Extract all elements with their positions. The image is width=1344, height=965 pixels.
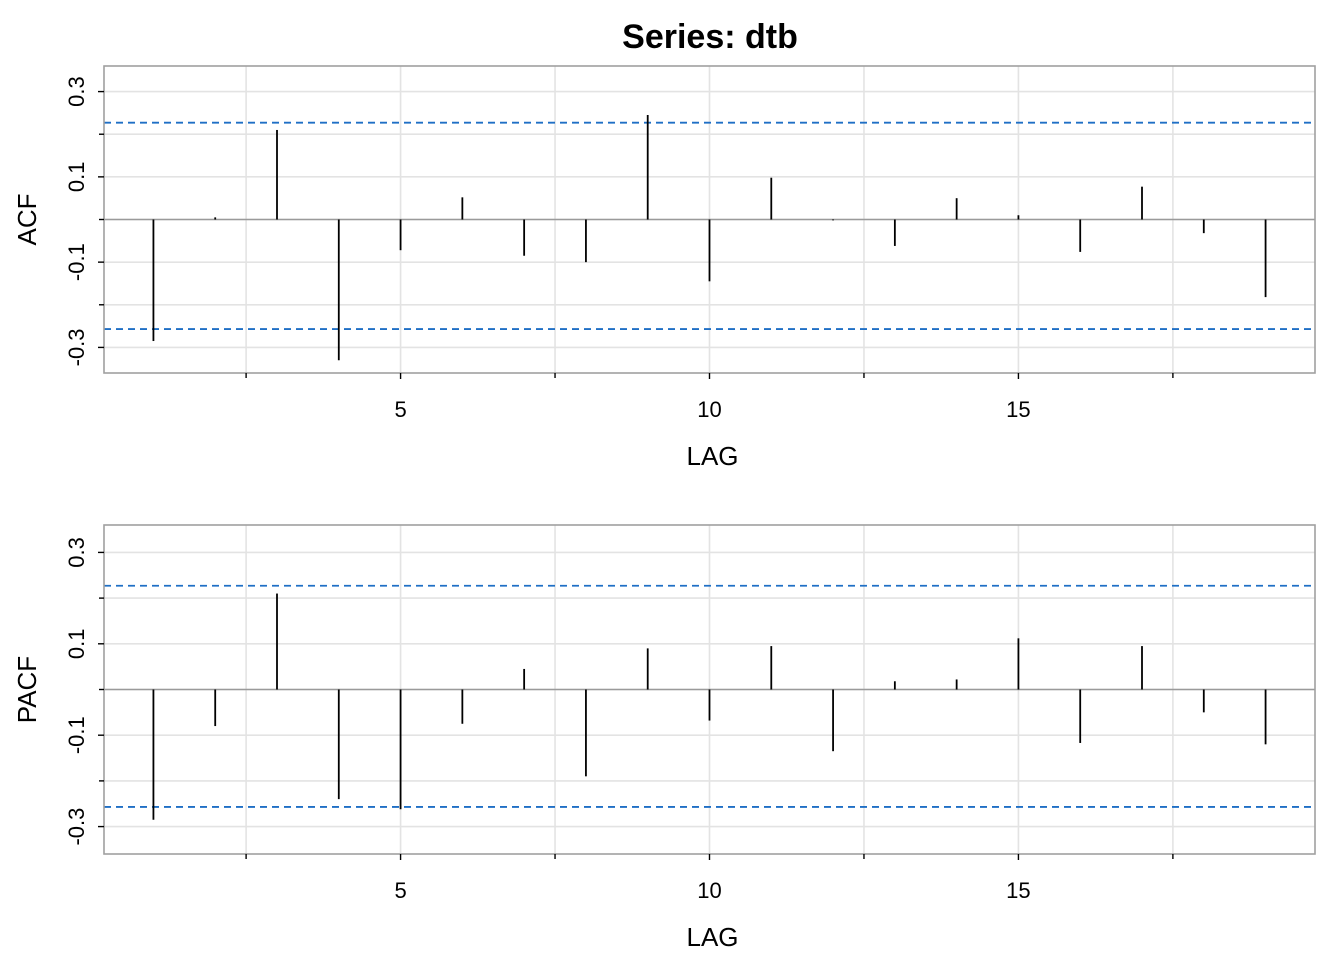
- acf-y-tick-label: -0.1: [64, 243, 89, 281]
- pacf-x-tick-label: 10: [697, 878, 721, 903]
- main-title: Series: dtb: [622, 18, 798, 56]
- acf-y-tick-label: 0.3: [64, 76, 89, 107]
- acf-x-axis-title: LAG: [686, 441, 738, 471]
- acf-x-tick-label: 10: [697, 397, 721, 422]
- pacf-x-tick-label: 15: [1006, 878, 1030, 903]
- acf-y-tick-label: 0.1: [64, 162, 89, 193]
- pacf-y-tick-label: 0.3: [64, 537, 89, 568]
- acf-x-tick-label: 15: [1006, 397, 1030, 422]
- acf-x-tick-label: 5: [394, 397, 406, 422]
- acf-panel: 5 10 15 -0.3 -0.1 0.1 0.3 LAG ACF: [12, 65, 1316, 471]
- pacf-y-tick-label: -0.3: [64, 808, 89, 846]
- pacf-y-tick-label: 0.1: [64, 629, 89, 660]
- pacf-panel: 5 10 15 -0.3 -0.1 0.1 0.3 LAG PACF: [12, 524, 1316, 952]
- acf-y-axis-title: ACF: [12, 194, 42, 246]
- pacf-x-tick-label: 5: [394, 878, 406, 903]
- pacf-x-axis-title: LAG: [686, 922, 738, 952]
- acf-y-tick-label: -0.3: [64, 328, 89, 366]
- pacf-y-tick-label: -0.1: [64, 716, 89, 754]
- pacf-y-axis-title: PACF: [12, 656, 42, 723]
